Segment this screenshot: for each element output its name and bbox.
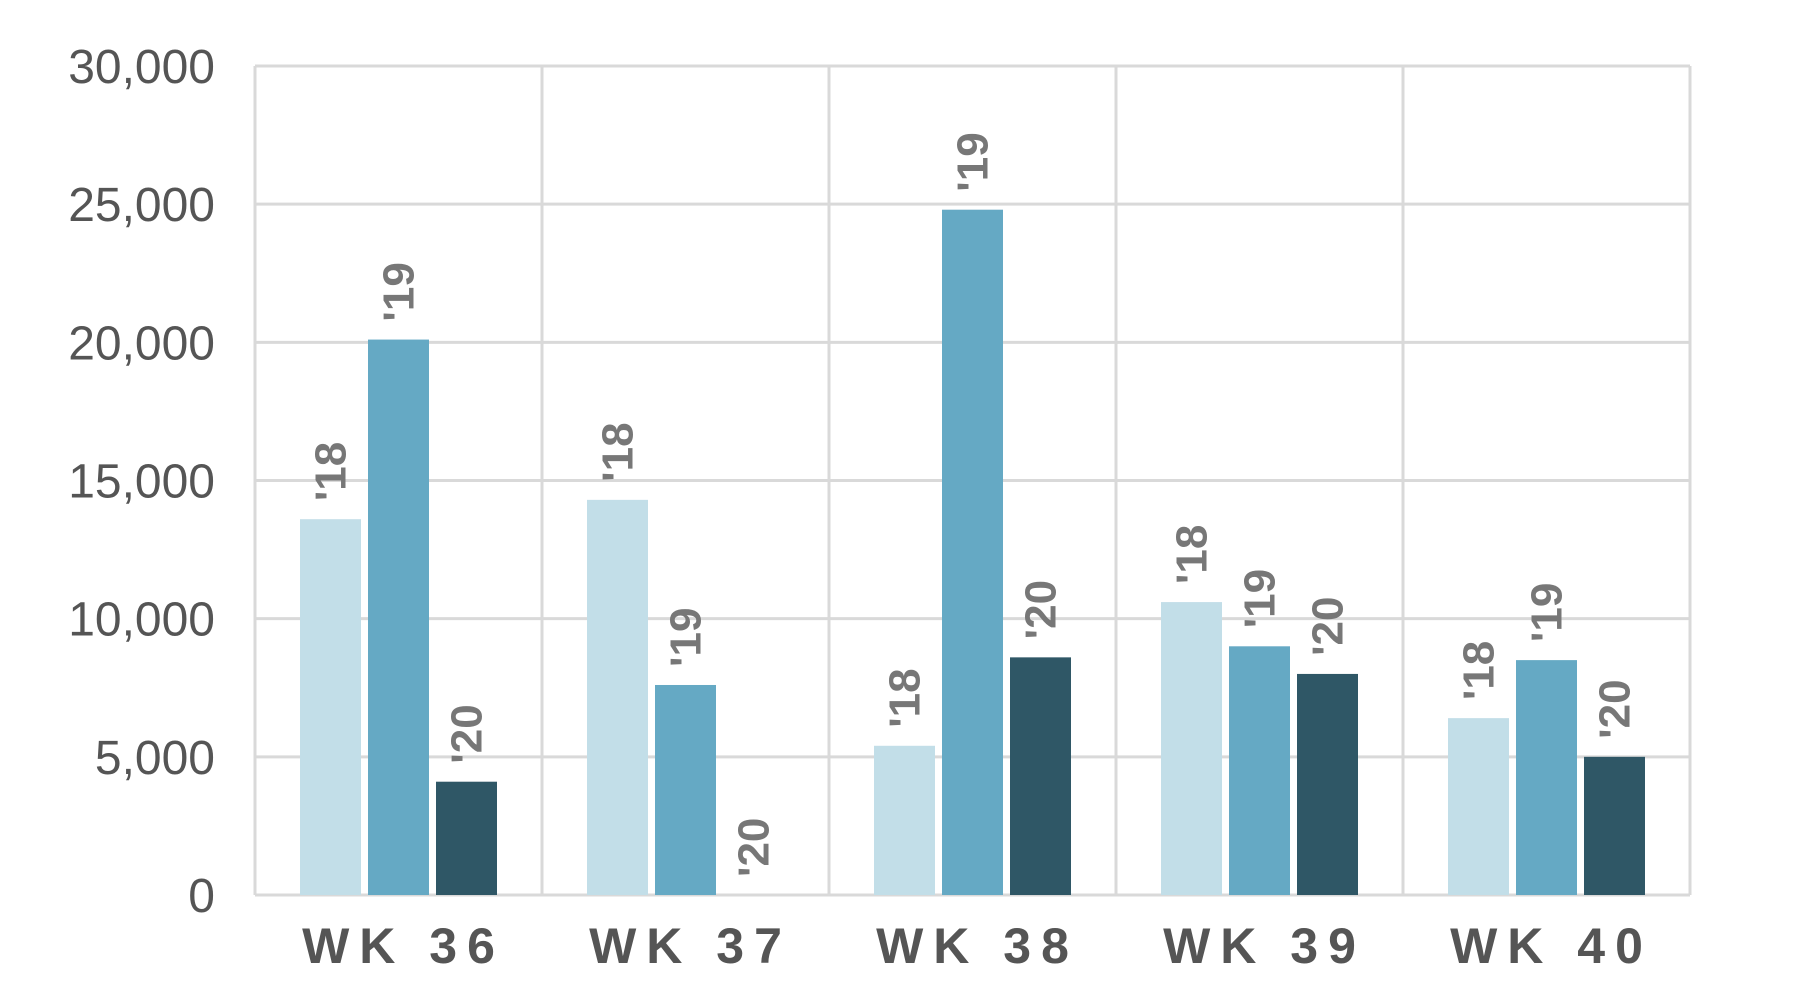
bar (655, 684, 716, 895)
bar (1584, 756, 1645, 895)
bar-label: '20 (1304, 597, 1353, 656)
bar (300, 519, 361, 895)
bar-label: '18 (594, 422, 643, 481)
y-tick-label: 30,000 (68, 41, 215, 94)
x-category-label: WK 40 (1450, 918, 1653, 974)
y-tick-label: 15,000 (68, 456, 215, 509)
y-tick-label: 20,000 (68, 317, 215, 370)
x-axis-categories: WK 36 WK 37 WK 38 WK 39 WK 40 (302, 918, 1653, 974)
bar-label: '20 (730, 818, 779, 877)
bar (436, 781, 497, 895)
bar (942, 209, 1003, 895)
bar-label: '19 (949, 132, 998, 191)
bar-label: '20 (443, 704, 492, 763)
bar-label: '19 (1523, 583, 1572, 642)
bar-labels: '18 '19 '20 '18 '19 '20 '18 '19 '20 '18 '19 '20 '18 '… (307, 132, 1640, 877)
bar-label: '18 (881, 668, 930, 727)
bar-label: '19 (662, 608, 711, 667)
bar-label: '20 (1017, 580, 1066, 639)
x-category-label: WK 36 (302, 918, 505, 974)
bar (1010, 657, 1071, 895)
bar-label: '18 (1455, 641, 1504, 700)
bar (874, 745, 935, 895)
bar-label: '19 (375, 262, 424, 321)
bar (1229, 646, 1290, 895)
bars (300, 209, 1645, 895)
bar (1448, 718, 1509, 895)
y-tick-label: 5,000 (95, 732, 215, 785)
bar (1161, 602, 1222, 895)
bar-label: '18 (307, 442, 356, 501)
bar-label: '20 (1591, 679, 1640, 738)
bar (1516, 660, 1577, 895)
y-tick-label: 10,000 (68, 594, 215, 647)
bar (368, 339, 429, 895)
y-tick-label: 25,000 (68, 179, 215, 232)
x-category-label: WK 37 (589, 918, 792, 974)
bar-label: '18 (1168, 525, 1217, 584)
y-axis-ticks: 0 5,000 10,000 15,000 20,000 25,000 30,000 (68, 41, 215, 923)
x-category-label: WK 39 (1163, 918, 1366, 974)
bar-label: '19 (1236, 569, 1285, 628)
bar (1297, 673, 1358, 895)
x-category-label: WK 38 (876, 918, 1079, 974)
bar (587, 499, 648, 895)
y-tick-label: 0 (188, 870, 215, 923)
